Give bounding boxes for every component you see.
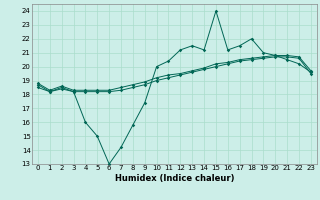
X-axis label: Humidex (Indice chaleur): Humidex (Indice chaleur)	[115, 174, 234, 183]
